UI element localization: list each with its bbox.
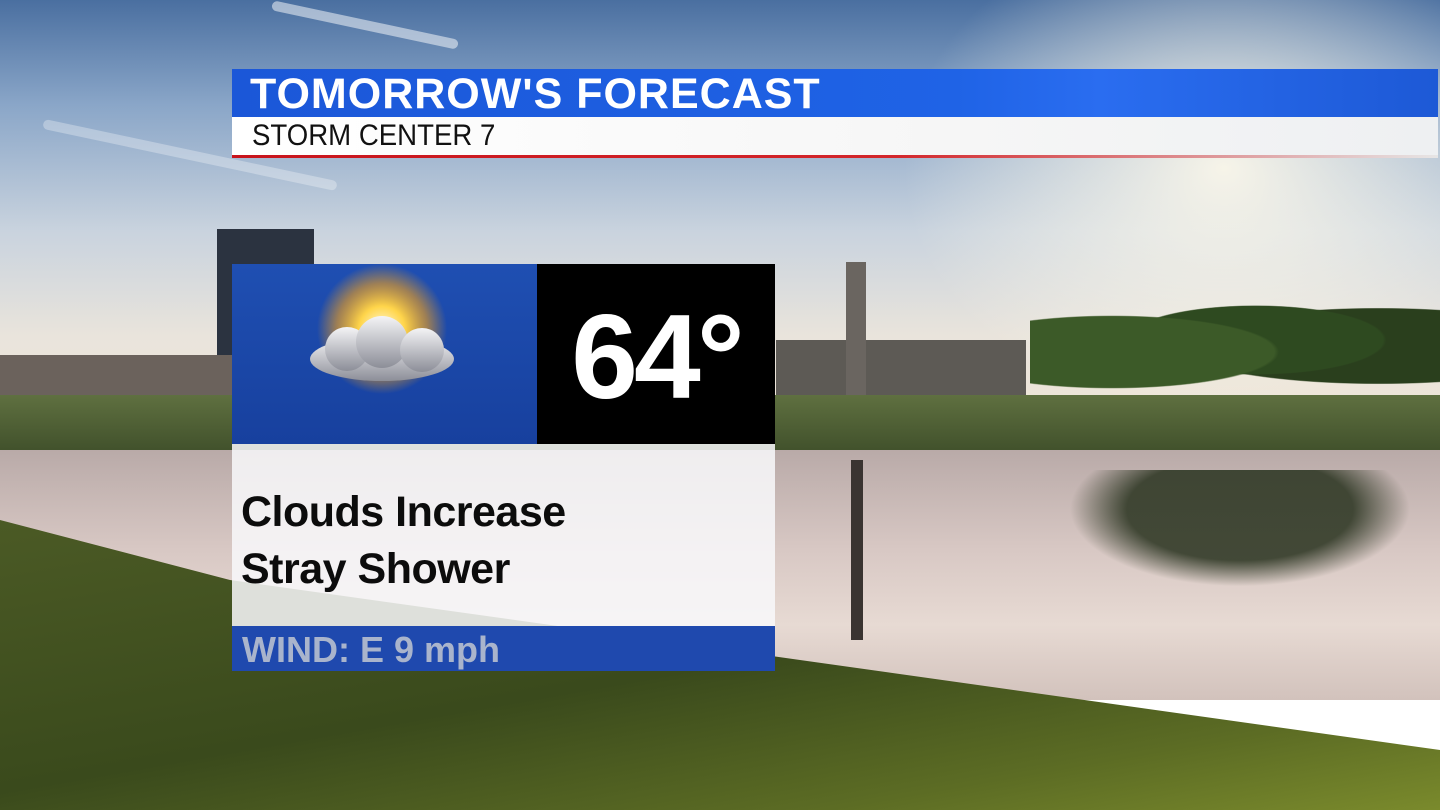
station-name: STORM CENTER 7 bbox=[252, 119, 496, 152]
wind-info: WIND: E 9 mph bbox=[242, 629, 500, 670]
partly-cloudy-icon bbox=[310, 264, 454, 394]
description-line: Stray Shower bbox=[241, 545, 510, 593]
page-title: TOMORROW'S FORECAST bbox=[250, 70, 821, 118]
description-panel: Clouds Increase Stray Shower bbox=[232, 444, 775, 626]
trees bbox=[1030, 280, 1440, 400]
title-bar: TOMORROW'S FORECAST bbox=[232, 69, 1438, 118]
weather-icon-panel bbox=[232, 264, 537, 444]
wind-panel: WIND: E 9 mph bbox=[232, 626, 775, 671]
description-line: Clouds Increase bbox=[241, 488, 566, 536]
forecast-description: Clouds Increase Stray Shower bbox=[241, 484, 566, 598]
subtitle-bar: STORM CENTER 7 bbox=[232, 117, 1438, 158]
building bbox=[776, 340, 1026, 400]
tower-reflection bbox=[851, 460, 863, 640]
temperature-panel: 64° bbox=[537, 264, 775, 444]
forecast-card: 64° Clouds Increase Stray Shower WIND: E… bbox=[232, 264, 775, 671]
temperature: 64° bbox=[571, 290, 744, 424]
tree-reflection bbox=[1040, 470, 1440, 600]
